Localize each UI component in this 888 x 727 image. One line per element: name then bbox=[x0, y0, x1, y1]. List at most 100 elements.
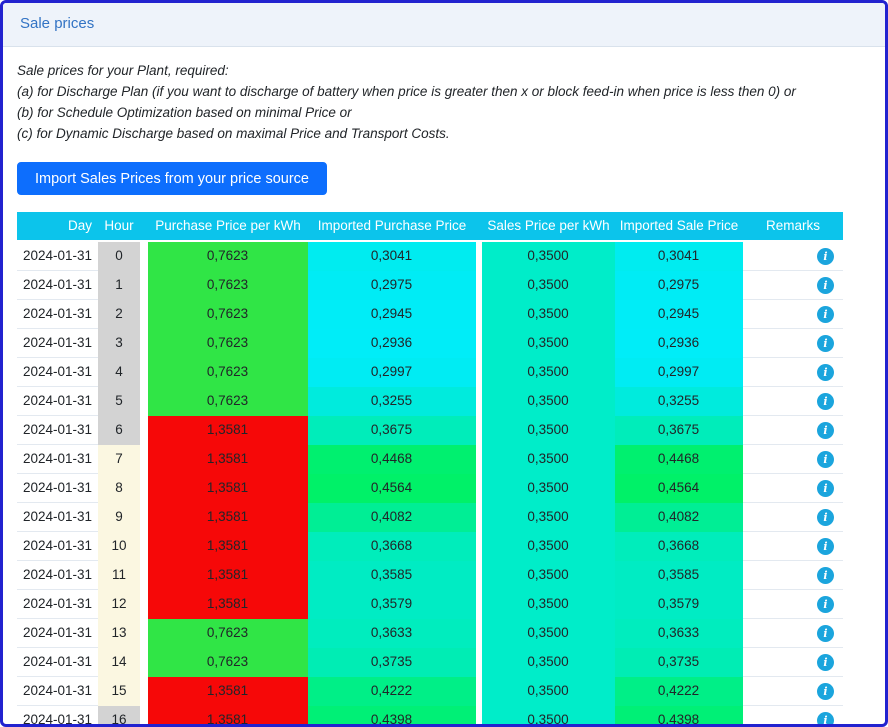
sales-price-cell: 0,3500 bbox=[482, 329, 615, 358]
header-spacer bbox=[140, 212, 148, 240]
purchase-price-cell: 0,7623 bbox=[148, 242, 308, 271]
info-icon[interactable]: i bbox=[817, 595, 834, 613]
sales-price-cell: 0,3500 bbox=[482, 445, 615, 474]
table-row: 2024-01-31 14 0,7623 0,3735 0,3500 0,373… bbox=[17, 648, 843, 677]
day-cell: 2024-01-31 bbox=[17, 416, 98, 445]
row-spacer bbox=[140, 271, 148, 300]
imported-sale-price-cell: 0,2975 bbox=[615, 271, 743, 300]
hour-cell: 4 bbox=[98, 358, 140, 387]
description-line: Sale prices for your Plant, required: bbox=[17, 63, 229, 78]
info-icon[interactable]: i bbox=[817, 392, 834, 410]
imported-sale-price-cell: 0,2936 bbox=[615, 329, 743, 358]
info-icon[interactable]: i bbox=[817, 508, 834, 526]
panel-body: Sale prices for your Plant, required: (a)… bbox=[3, 60, 885, 724]
table-row: 2024-01-31 4 0,7623 0,2997 0,3500 0,2997… bbox=[17, 358, 843, 387]
row-spacer bbox=[140, 706, 148, 724]
hour-cell: 0 bbox=[98, 242, 140, 271]
day-cell: 2024-01-31 bbox=[17, 358, 98, 387]
row-spacer bbox=[140, 242, 148, 271]
remarks-cell: i bbox=[743, 416, 843, 445]
sales-price-cell: 0,3500 bbox=[482, 619, 615, 648]
column-header-imported-purchase: Imported Purchase Price bbox=[317, 218, 467, 233]
column-header-imported-sale: Imported Sale Price bbox=[619, 218, 739, 233]
hour-cell: 15 bbox=[98, 677, 140, 706]
purchase-price-cell: 0,7623 bbox=[148, 300, 308, 329]
table-row: 2024-01-31 0 0,7623 0,3041 0,3500 0,3041… bbox=[17, 242, 843, 271]
remarks-cell: i bbox=[743, 358, 843, 387]
imported-sale-price-cell: 0,3675 bbox=[615, 416, 743, 445]
row-spacer bbox=[140, 474, 148, 503]
hour-cell: 10 bbox=[98, 532, 140, 561]
sales-price-cell: 0,3500 bbox=[482, 416, 615, 445]
day-cell: 2024-01-31 bbox=[17, 648, 98, 677]
purchase-price-cell: 1,3581 bbox=[148, 677, 308, 706]
remarks-cell: i bbox=[743, 242, 843, 271]
row-spacer bbox=[140, 416, 148, 445]
info-icon[interactable]: i bbox=[817, 450, 834, 468]
info-icon[interactable]: i bbox=[817, 421, 834, 439]
purchase-price-cell: 0,7623 bbox=[148, 358, 308, 387]
purchase-price-cell: 0,7623 bbox=[148, 648, 308, 677]
row-spacer bbox=[140, 300, 148, 329]
info-icon[interactable]: i bbox=[817, 624, 834, 642]
info-icon[interactable]: i bbox=[817, 305, 834, 323]
imported-purchase-price-cell: 0,2945 bbox=[308, 300, 476, 329]
hour-cell: 2 bbox=[98, 300, 140, 329]
info-icon[interactable]: i bbox=[817, 479, 834, 497]
imported-sale-price-cell: 0,3041 bbox=[615, 242, 743, 271]
day-cell: 2024-01-31 bbox=[17, 271, 98, 300]
table-row: 2024-01-31 3 0,7623 0,2936 0,3500 0,2936… bbox=[17, 329, 843, 358]
day-cell: 2024-01-31 bbox=[17, 387, 98, 416]
day-cell: 2024-01-31 bbox=[17, 590, 98, 619]
day-cell: 2024-01-31 bbox=[17, 474, 98, 503]
prices-table: Day Hour Purchase Price per kWh Imported… bbox=[17, 212, 843, 724]
imported-sale-price-cell: 0,4398 bbox=[615, 706, 743, 724]
info-icon[interactable]: i bbox=[817, 711, 834, 724]
info-icon[interactable]: i bbox=[817, 276, 834, 294]
day-cell: 2024-01-31 bbox=[17, 677, 98, 706]
imported-purchase-price-cell: 0,2975 bbox=[308, 271, 476, 300]
info-icon[interactable]: i bbox=[817, 537, 834, 555]
import-sales-prices-button[interactable]: Import Sales Prices from your price sour… bbox=[17, 162, 327, 195]
sales-price-cell: 0,3500 bbox=[482, 706, 615, 724]
info-icon[interactable]: i bbox=[817, 682, 834, 700]
remarks-cell: i bbox=[743, 648, 843, 677]
remarks-cell: i bbox=[743, 561, 843, 590]
imported-purchase-price-cell: 0,3675 bbox=[308, 416, 476, 445]
table-header-row: Day Hour Purchase Price per kWh Imported… bbox=[17, 212, 843, 240]
sales-price-cell: 0,3500 bbox=[482, 590, 615, 619]
remarks-cell: i bbox=[743, 387, 843, 416]
remarks-cell: i bbox=[743, 329, 843, 358]
imported-sale-price-cell: 0,3633 bbox=[615, 619, 743, 648]
column-header-purchase-price: Purchase Price per kWh bbox=[155, 218, 301, 233]
sales-price-cell: 0,3500 bbox=[482, 532, 615, 561]
info-icon[interactable]: i bbox=[817, 334, 834, 352]
imported-purchase-price-cell: 0,3585 bbox=[308, 561, 476, 590]
info-icon[interactable]: i bbox=[817, 566, 834, 584]
purchase-price-cell: 1,3581 bbox=[148, 532, 308, 561]
purchase-price-cell: 1,3581 bbox=[148, 416, 308, 445]
imported-sale-price-cell: 0,4564 bbox=[615, 474, 743, 503]
purchase-price-cell: 0,7623 bbox=[148, 619, 308, 648]
remarks-cell: i bbox=[743, 532, 843, 561]
day-cell: 2024-01-31 bbox=[17, 329, 98, 358]
page-title: Sale prices bbox=[20, 15, 95, 32]
imported-purchase-price-cell: 0,3633 bbox=[308, 619, 476, 648]
row-spacer bbox=[140, 445, 148, 474]
day-cell: 2024-01-31 bbox=[17, 300, 98, 329]
imported-sale-price-cell: 0,2945 bbox=[615, 300, 743, 329]
info-icon[interactable]: i bbox=[817, 247, 834, 265]
table-row: 2024-01-31 2 0,7623 0,2945 0,3500 0,2945… bbox=[17, 300, 843, 329]
sales-price-cell: 0,3500 bbox=[482, 677, 615, 706]
info-icon[interactable]: i bbox=[817, 363, 834, 381]
remarks-cell: i bbox=[743, 445, 843, 474]
row-spacer bbox=[140, 561, 148, 590]
hour-cell: 3 bbox=[98, 329, 140, 358]
remarks-cell: i bbox=[743, 590, 843, 619]
day-cell: 2024-01-31 bbox=[17, 532, 98, 561]
purchase-price-cell: 1,3581 bbox=[148, 561, 308, 590]
info-icon[interactable]: i bbox=[817, 653, 834, 671]
hour-cell: 14 bbox=[98, 648, 140, 677]
description-line: (a) for Discharge Plan (if you want to d… bbox=[17, 84, 796, 99]
